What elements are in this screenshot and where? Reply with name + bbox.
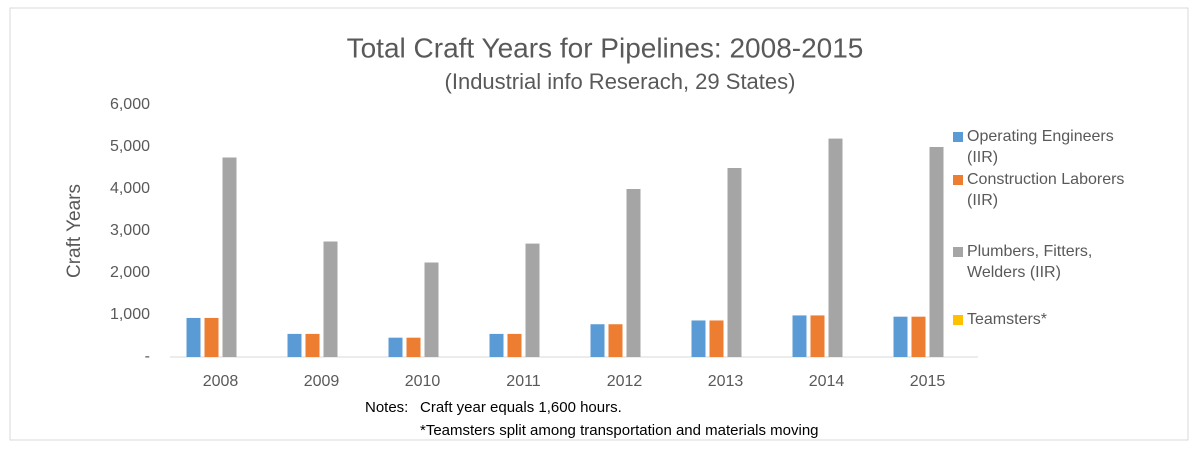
bar bbox=[608, 324, 623, 357]
bar bbox=[424, 262, 439, 357]
bar bbox=[323, 241, 338, 357]
bar bbox=[305, 333, 320, 357]
legend-swatch bbox=[953, 315, 963, 325]
y-tick-label: 6,000 bbox=[110, 96, 150, 113]
x-tick-label: 2013 bbox=[708, 373, 744, 390]
legend-entry: Plumbers, Fitters, Welders (IIR) bbox=[953, 241, 1131, 283]
legend-swatch bbox=[953, 132, 963, 142]
bar bbox=[929, 147, 944, 357]
bar bbox=[911, 316, 926, 357]
legend-entry: Operating Engineers (IIR) bbox=[953, 126, 1131, 168]
x-tick-label: 2008 bbox=[203, 373, 239, 390]
x-tick-label: 2011 bbox=[506, 373, 541, 390]
note: Notes: bbox=[365, 399, 408, 416]
y-tick-label: 1,000 bbox=[110, 306, 150, 323]
y-tick-label: - bbox=[145, 348, 150, 365]
bar bbox=[222, 157, 237, 357]
y-tick-label: 4,000 bbox=[110, 180, 150, 197]
bar bbox=[525, 243, 540, 357]
legend-swatch bbox=[953, 175, 963, 185]
bar bbox=[204, 317, 219, 357]
bar bbox=[626, 189, 641, 357]
bar bbox=[691, 320, 706, 357]
bar bbox=[507, 333, 522, 357]
note: *Teamsters split among transportation an… bbox=[420, 422, 819, 439]
bar bbox=[709, 320, 724, 357]
legend-label: Plumbers, Fitters, Welders (IIR) bbox=[967, 243, 1093, 281]
bar bbox=[792, 315, 807, 357]
legend-entry: Construction Laborers (IIR) bbox=[953, 169, 1131, 211]
x-tick-label: 2010 bbox=[405, 373, 441, 390]
x-tick-label: 2012 bbox=[607, 373, 643, 390]
x-tick-label: 2014 bbox=[809, 373, 845, 390]
x-tick-label: 2009 bbox=[304, 373, 340, 390]
legend-label: Construction Laborers (IIR) bbox=[967, 171, 1125, 209]
bar bbox=[810, 315, 825, 357]
bar bbox=[489, 333, 504, 357]
legend-label: Teamsters* bbox=[967, 311, 1048, 328]
legend-entry: Teamsters* bbox=[953, 309, 1131, 330]
y-axis-label: Craft Years bbox=[64, 184, 85, 278]
bar bbox=[828, 138, 843, 357]
bar bbox=[893, 316, 908, 357]
bar bbox=[590, 324, 605, 357]
y-tick-label: 5,000 bbox=[110, 138, 150, 155]
x-tick-label: 2015 bbox=[910, 373, 946, 390]
y-tick-label: 2,000 bbox=[110, 264, 150, 281]
bar bbox=[388, 337, 403, 357]
chart-title: Total Craft Years for Pipelines: 2008-20… bbox=[347, 32, 864, 63]
chart-border bbox=[9, 7, 1189, 441]
legend-label: Operating Engineers (IIR) bbox=[967, 128, 1114, 166]
chart-subtitle: (Industrial info Reserach, 29 States) bbox=[445, 69, 796, 94]
bar bbox=[287, 333, 302, 357]
y-tick-label: 3,000 bbox=[110, 222, 150, 239]
bar bbox=[727, 168, 742, 357]
legend-swatch bbox=[953, 247, 963, 257]
note: Craft year equals 1,600 hours. bbox=[420, 399, 622, 416]
bar bbox=[406, 337, 421, 357]
bar bbox=[186, 317, 201, 357]
